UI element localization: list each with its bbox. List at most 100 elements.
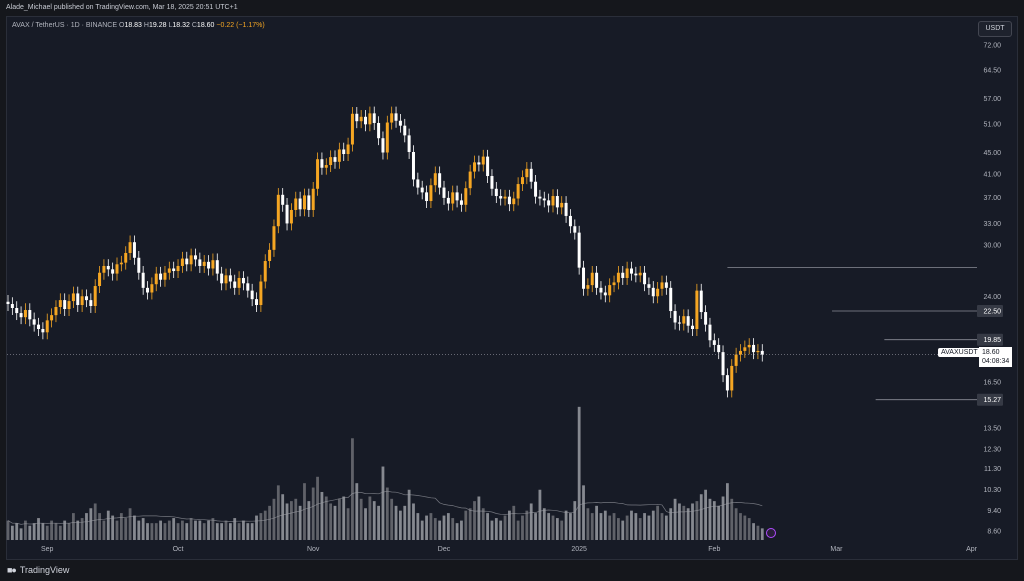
candle (84, 296, 88, 301)
candle (307, 195, 311, 210)
volume-bar (50, 520, 53, 540)
candle (677, 322, 681, 324)
candle (58, 300, 62, 308)
candle (682, 316, 686, 324)
candle (298, 198, 302, 210)
x-tick-label: Mar (830, 546, 843, 553)
candle (128, 242, 132, 253)
volume-bar (37, 518, 40, 540)
volume-bar (455, 523, 459, 540)
volume-bar (181, 520, 184, 540)
candle (41, 328, 45, 333)
candle (416, 179, 420, 188)
x-tick-label: Sep (41, 546, 54, 553)
candle (102, 265, 106, 273)
legend-low-label: L (168, 22, 173, 29)
x-tick-label: 2025 (571, 546, 587, 553)
volume-bar (664, 515, 668, 540)
volume-bar (617, 518, 620, 540)
candle (211, 260, 215, 269)
volume-bar (324, 496, 328, 540)
candle (704, 312, 708, 325)
volume-bar (433, 518, 437, 540)
candle (302, 195, 306, 210)
volume-bar (172, 518, 176, 540)
volume-bar (752, 523, 755, 540)
volume-bar (743, 515, 747, 540)
volume-bar (590, 513, 594, 540)
y-tick-label: 22.50 (983, 309, 1001, 316)
candle (276, 194, 280, 227)
event-marker-icon (766, 528, 776, 538)
volume-bar (521, 515, 524, 540)
volume-bar (342, 496, 346, 540)
candle (154, 273, 158, 285)
candle (76, 293, 80, 306)
volume-bar (228, 523, 232, 540)
volume-bar (420, 520, 424, 540)
candle (512, 198, 516, 205)
candle (224, 275, 228, 284)
volume-bar (608, 515, 612, 540)
volume-bar (246, 523, 250, 540)
candle (734, 354, 738, 366)
candle (551, 196, 555, 206)
volume-bar (643, 513, 646, 540)
candle (490, 176, 494, 189)
candle (651, 287, 655, 297)
candle (10, 304, 14, 309)
chart-panel[interactable] (6, 16, 1018, 560)
candle (691, 325, 695, 329)
candle (316, 159, 320, 189)
volume-bar (486, 513, 489, 540)
volume-bar (464, 510, 468, 540)
symbol-legend: AVAX / TetherUS · 1D · BINANCE O18.83 H1… (12, 22, 265, 29)
volume-bar (416, 513, 420, 540)
candle (233, 281, 237, 288)
candle (6, 301, 10, 305)
candle (320, 159, 324, 168)
volume-bar (10, 525, 14, 540)
candle (63, 300, 67, 310)
volume-bar (385, 487, 389, 540)
candle (717, 344, 721, 353)
candle (285, 204, 289, 224)
candle (638, 272, 642, 276)
candle (686, 316, 690, 326)
volume-bar (250, 523, 254, 540)
volume-bar (538, 489, 542, 540)
volume-bar (699, 494, 703, 540)
volume-bar (481, 508, 485, 540)
candle (634, 273, 638, 276)
volume-bar (438, 520, 442, 540)
candle (385, 122, 389, 153)
volume-bar (621, 520, 625, 540)
candle (564, 202, 568, 216)
x-tick-label: Feb (708, 546, 720, 553)
volume-bar (704, 489, 707, 540)
candle (442, 187, 446, 198)
candle (481, 156, 485, 165)
candle (15, 308, 19, 314)
candle (420, 187, 424, 193)
volume-bar (255, 515, 258, 540)
brand-name: TradingView (19, 565, 70, 575)
volume-bar (124, 518, 128, 540)
tradingview-brand[interactable]: ■● TradingView (7, 565, 69, 575)
candle (176, 265, 180, 272)
volume-bar (403, 505, 407, 540)
volume-bar (756, 525, 760, 540)
currency-button[interactable]: USDT (978, 21, 1012, 37)
candle (141, 272, 145, 288)
volume-bar (198, 520, 202, 540)
volume-bar (625, 515, 629, 540)
volume-bar (307, 501, 311, 540)
candle (111, 269, 115, 274)
y-tick-label: 72.00 (983, 43, 1001, 50)
volume-bar (80, 518, 84, 540)
candle (647, 284, 651, 288)
volume-bar (516, 520, 520, 540)
legend-symbol: AVAX / TetherUS · 1D · BINANCE (12, 22, 118, 29)
volume-bar (67, 523, 71, 540)
